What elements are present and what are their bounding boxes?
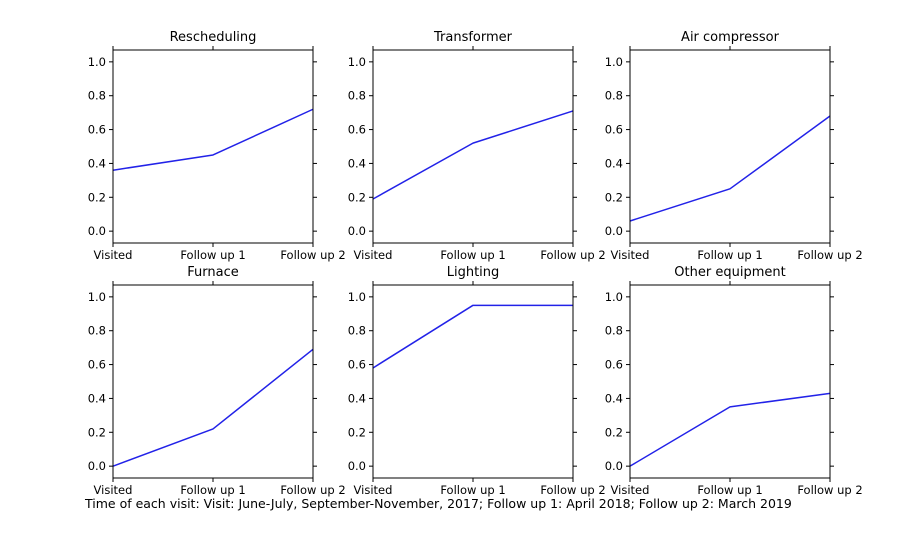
y-tick-label: 0.0 [605, 459, 623, 473]
x-tick-label: Follow up 1 [180, 248, 245, 262]
y-tick-label: 0.4 [605, 156, 623, 170]
x-tick-label: Follow up 2 [280, 483, 345, 497]
plot-border [629, 284, 831, 479]
y-tick-label: 0.4 [88, 391, 106, 405]
x-tick-label: Follow up 1 [440, 483, 505, 497]
y-tick-label: 1.0 [348, 55, 366, 69]
y-tick-label: 0.6 [348, 123, 366, 137]
y-tick-label: 0.8 [605, 324, 623, 338]
subplot-title: Lighting [447, 265, 500, 280]
y-tick-label: 0.2 [348, 425, 366, 439]
plot-border [112, 49, 314, 244]
y-tick-label: 0.6 [88, 123, 106, 137]
data-line [112, 108, 314, 171]
y-tick-label: 1.0 [605, 290, 623, 304]
plot-border [112, 284, 314, 479]
y-tick-label: 1.0 [88, 290, 106, 304]
x-tick-label: Visited [354, 248, 393, 262]
x-tick-label: Follow up 2 [797, 483, 862, 497]
y-tick-label: 0.8 [605, 89, 623, 103]
y-tick-label: 0.4 [605, 391, 623, 405]
y-tick-label: 0.4 [88, 156, 106, 170]
y-tick-label: 0.6 [605, 358, 623, 372]
x-tick-label: Visited [354, 483, 393, 497]
x-tick-label: Follow up 2 [540, 248, 605, 262]
x-tick-label: Follow up 1 [697, 483, 762, 497]
y-tick-label: 0.2 [605, 190, 623, 204]
y-tick-label: 0.8 [88, 324, 106, 338]
y-tick-label: 0.4 [348, 391, 366, 405]
y-tick-label: 0.2 [348, 190, 366, 204]
y-tick-label: 0.8 [348, 324, 366, 338]
y-tick-label: 0.0 [88, 459, 106, 473]
x-tick-label: Visited [611, 483, 650, 497]
y-tick-label: 1.0 [88, 55, 106, 69]
x-tick-label: Follow up 1 [180, 483, 245, 497]
y-tick-label: 0.6 [348, 358, 366, 372]
data-line [629, 115, 831, 222]
figure-caption: Time of each visit: Visit: June-July, Se… [85, 496, 792, 511]
y-tick-label: 0.2 [605, 425, 623, 439]
y-tick-label: 0.2 [88, 425, 106, 439]
y-tick-label: 0.8 [348, 89, 366, 103]
subplot-other-equipment: Other equipment 0.0 0.2 0.4 0.6 0.8 1.0 Visited… [605, 265, 863, 497]
y-tick-label: 0.4 [348, 156, 366, 170]
subplot-title: Air compressor [681, 30, 780, 45]
subplot-transformer: Transformer 0.0 0.2 0.4 0.6 0.8 1.0 Visited Foll… [348, 30, 606, 262]
subplot-lighting: Lighting 0.0 0.2 0.4 0.6 0.8 1.0 Visited Follow … [348, 265, 606, 497]
data-line [372, 110, 574, 200]
data-line [112, 348, 314, 467]
plot-border [372, 284, 574, 479]
y-tick-label: 0.2 [88, 190, 106, 204]
y-tick-label: 0.6 [88, 358, 106, 372]
x-tick-label: Visited [611, 248, 650, 262]
y-tick-label: 0.0 [348, 459, 366, 473]
x-tick-label: Follow up 2 [280, 248, 345, 262]
y-tick-label: 1.0 [605, 55, 623, 69]
x-tick-label: Visited [94, 483, 133, 497]
subplot-title: Other equipment [674, 265, 785, 280]
subplot-title: Transformer [433, 30, 513, 45]
x-tick-label: Follow up 2 [540, 483, 605, 497]
data-line [372, 304, 573, 369]
x-tick-label: Follow up 2 [797, 248, 862, 262]
subplot-rescheduling: Rescheduling 0.0 0.2 0.4 0.6 0.8 1.0 Visited Fol… [88, 30, 346, 262]
y-tick-label: 0.0 [88, 224, 106, 238]
subplot-title: Rescheduling [170, 30, 257, 45]
x-tick-label: Visited [94, 248, 133, 262]
y-tick-label: 0.8 [88, 89, 106, 103]
subplot-furnace: Furnace 0.0 0.2 0.4 0.6 0.8 1.0 Visited Follow u… [88, 265, 346, 497]
x-tick-label: Follow up 1 [440, 248, 505, 262]
y-tick-label: 0.0 [348, 224, 366, 238]
subplot-air-compressor: Air compressor 0.0 0.2 0.4 0.6 0.8 1.0 Visited F… [605, 30, 863, 262]
y-tick-label: 1.0 [348, 290, 366, 304]
y-tick-label: 0.6 [605, 123, 623, 137]
subplot-title: Furnace [187, 265, 238, 280]
y-tick-label: 0.0 [605, 224, 623, 238]
plot-border [629, 49, 831, 244]
plot-border [372, 49, 574, 244]
data-line [629, 392, 831, 467]
x-tick-label: Follow up 1 [697, 248, 762, 262]
